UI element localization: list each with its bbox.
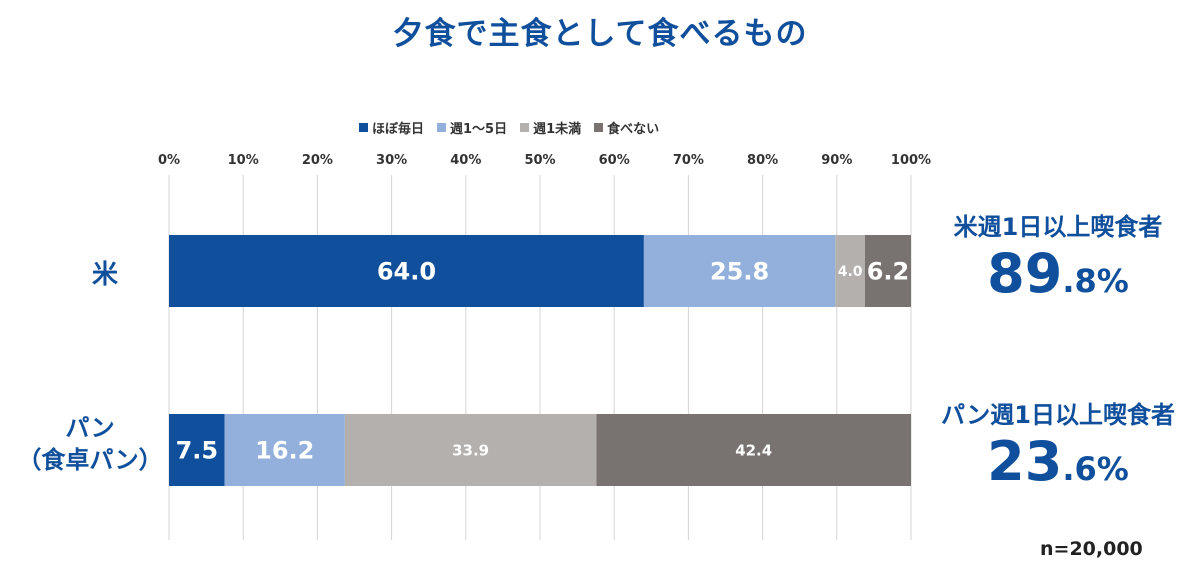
row-label-bread: パン （食卓パン） [10,412,170,476]
bar-segment [224,414,345,486]
bar-segment [169,414,225,486]
bar-segment [835,235,865,307]
x-tick-label: 100% [891,153,931,168]
legend-swatch [594,122,604,132]
x-tick-label: 40% [450,153,481,168]
x-tick-label: 0% [158,153,180,168]
summary-rice: 米週1日以上喫食者 89.8% [918,212,1198,319]
x-tick-label: 70% [673,153,704,168]
row-label-bread-line1: パン [65,414,115,442]
bar-segment [169,235,644,307]
row-label-bread-line2: （食卓パン） [17,446,163,474]
legend-label: ほぼ毎日 [372,121,425,137]
bar-segment [344,414,597,486]
chart-legend: ほぼ毎日 週1～5日 週1未満 食べない [359,117,672,137]
summary-rice-value-int: 89 [987,242,1063,305]
legend-item-1-5-days: 週1～5日 [437,118,507,137]
x-tick-label: 10% [228,153,259,168]
summary-bread: パン週1日以上喫食者 23.6% [918,400,1198,507]
summary-rice-label: 米週1日以上喫食者 [953,213,1163,241]
legend-item-never: 食べない [594,118,659,137]
bar-segment [643,235,836,307]
data-label: 33.9 [452,441,489,459]
summary-bread-value-int: 23 [987,430,1063,493]
x-tick-label: 30% [376,153,407,168]
data-label: 42.4 [735,441,772,459]
data-label: 6.2 [867,258,910,286]
x-tick-label: 80% [747,153,778,168]
legend-swatch [437,122,447,132]
summary-bread-value: 23.6% [918,430,1198,507]
data-label: 4.0 [838,264,863,280]
legend-label: 週1未満 [533,121,582,137]
x-tick-label: 90% [821,153,852,168]
summary-bread-label: パン週1日以上喫食者 [941,401,1175,429]
legend-swatch [359,122,368,132]
legend-label: 週1～5日 [450,121,508,137]
x-tick-label: 20% [302,153,333,168]
legend-item-almost-daily: ほぼ毎日 [359,118,424,137]
summary-rice-value: 89.8% [918,242,1198,319]
data-label: 16.2 [255,437,314,465]
legend-item-less-than-weekly: 週1未満 [520,118,581,137]
legend-swatch [520,122,530,132]
data-label: 7.5 [176,437,219,465]
x-tick-label: 60% [599,153,630,168]
row-label-rice: 米 [55,254,155,291]
summary-rice-value-rest: .8% [1062,262,1129,300]
row-label-rice-text: 米 [91,260,118,290]
sample-size-note: n=20,000 [1040,538,1143,560]
data-label: 64.0 [377,258,436,286]
bar-segment [596,414,911,486]
bar-segment [864,235,911,307]
summary-bread-value-rest: .6% [1062,450,1129,488]
x-tick-label: 50% [524,153,555,168]
chart-title: 夕食で主食として食べるもの [392,16,808,52]
data-label: 25.8 [710,258,769,286]
legend-label: 食べない [607,121,660,137]
